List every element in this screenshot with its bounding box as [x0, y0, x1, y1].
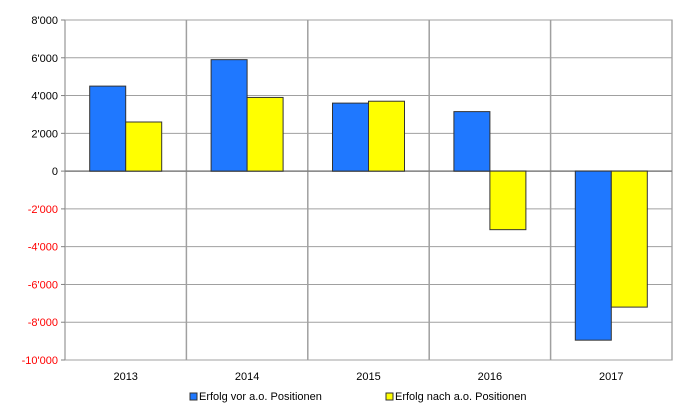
bar-vor-2017: [574, 170, 612, 341]
bar-vor-2014: [210, 59, 248, 172]
gridlines: [65, 19, 672, 361]
y-tick-label: 6'000: [31, 53, 58, 65]
plot-area: [64, 19, 673, 361]
legend-swatch: [189, 392, 198, 401]
y-tick-label: 0: [52, 166, 58, 178]
bar-nach-2015: [368, 100, 405, 172]
y-tick-label: -8'000: [28, 317, 58, 329]
bar-nach-2013: [125, 121, 163, 172]
y-tick-label: 8'000: [31, 15, 58, 27]
y-tick-label: -2'000: [28, 204, 58, 216]
bar-nach-2016: [489, 170, 527, 231]
y-tick-label: -10'000: [22, 355, 58, 367]
y-tick-label: -4'000: [28, 242, 58, 254]
bar-nach-2017: [610, 170, 648, 308]
y-axis-ticks: 8'000 6'000 4'000 2'000 0 -2'000 -4'000 -6'000 -…: [22, 15, 65, 367]
plot-frame: [64, 19, 673, 361]
bars-group: [89, 59, 648, 341]
x-tick-label: 2016: [478, 371, 502, 383]
x-tick-label: 2013: [113, 371, 137, 383]
legend-label: Erfolg nach a.o. Positionen: [395, 391, 526, 403]
y-tick-label: -6'000: [28, 279, 58, 291]
legend: Erfolg vor a.o. Positionen Erfolg nach a.…: [189, 391, 526, 403]
bar-vor-2016: [453, 111, 491, 172]
x-tick-label: 2017: [599, 371, 623, 383]
x-tick-label: 2015: [356, 371, 380, 383]
legend-label: Erfolg vor a.o. Positionen: [199, 391, 322, 403]
legend-swatch: [385, 392, 394, 401]
y-tick-label: 2'000: [31, 128, 58, 140]
bar-vor-2013: [89, 85, 127, 172]
x-tick-label: 2014: [235, 371, 259, 383]
bar-nach-2014: [246, 96, 284, 172]
y-tick-label: 4'000: [31, 91, 58, 103]
x-axis-ticks: 2013 2014 2015 2016 2017: [113, 371, 623, 383]
bar-vor-2015: [332, 102, 369, 172]
